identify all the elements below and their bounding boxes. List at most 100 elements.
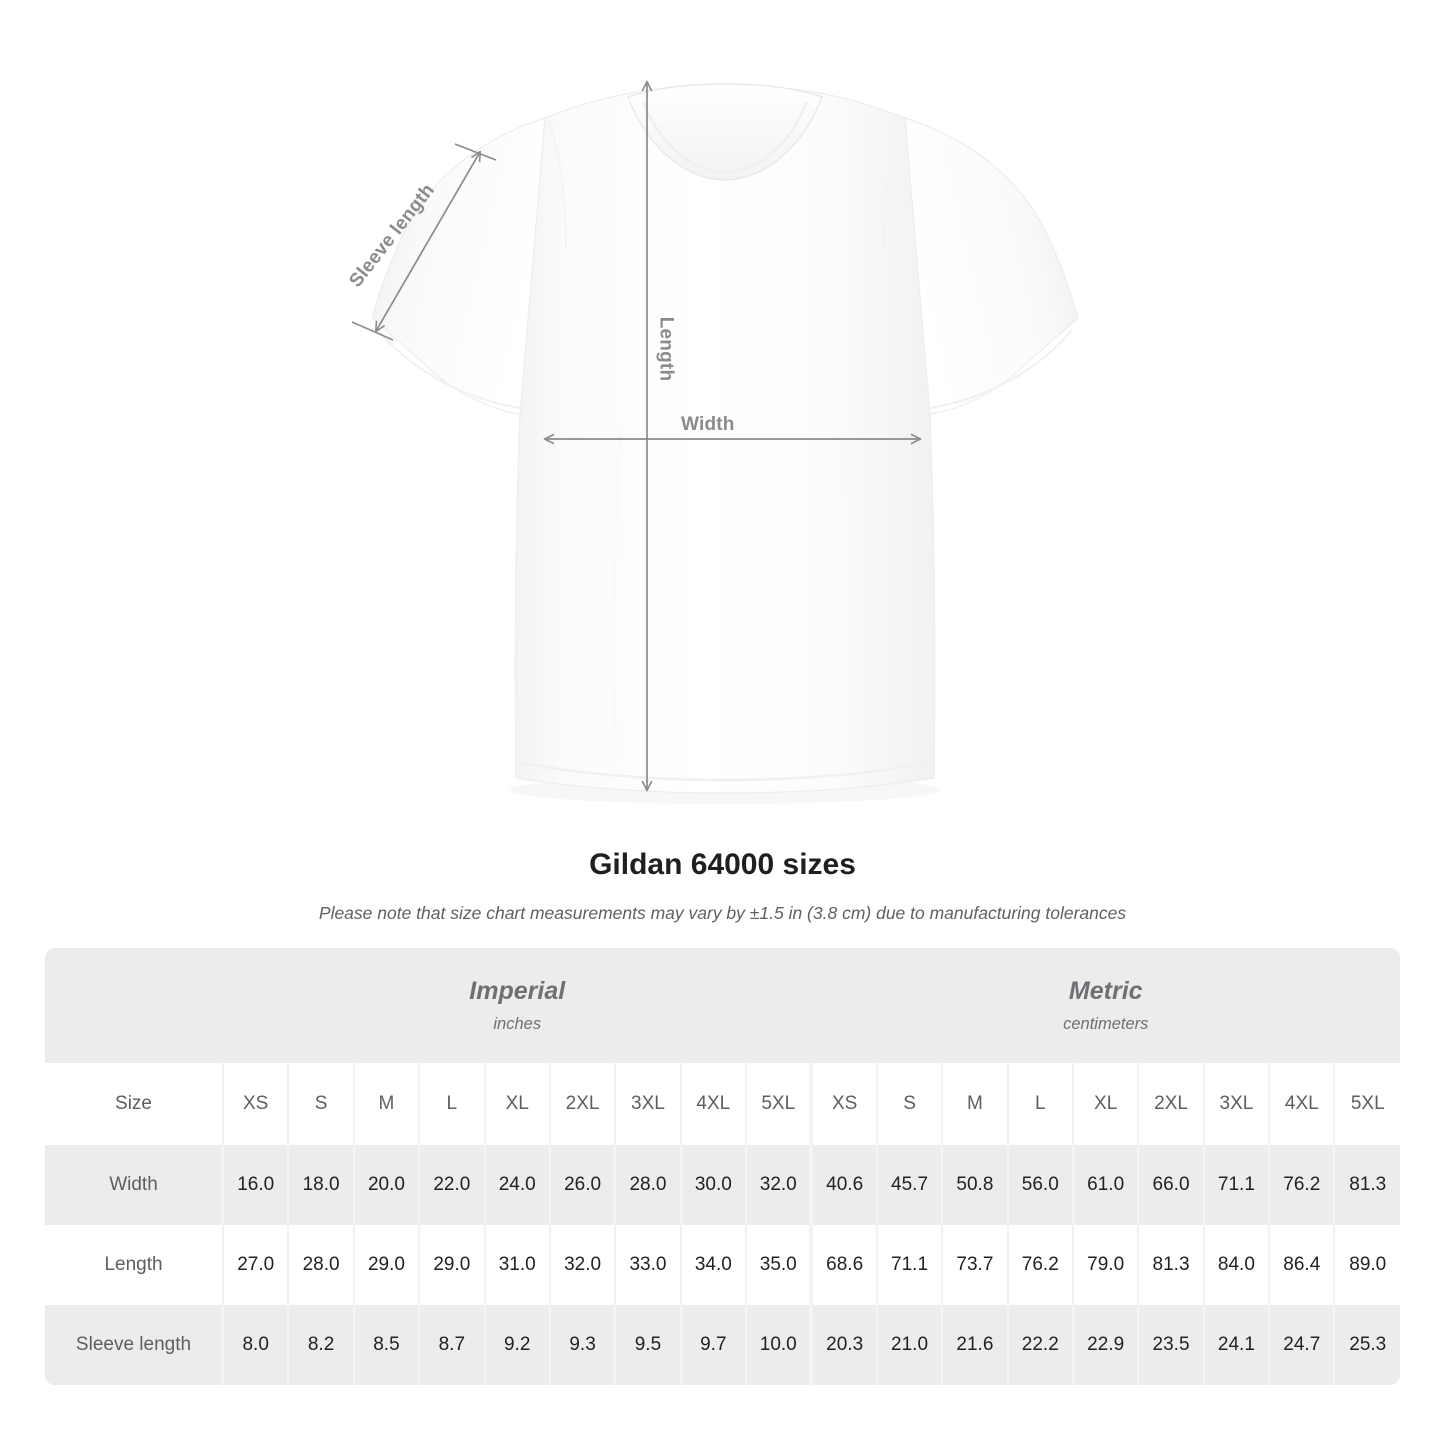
- unit-name: Metric: [1068, 977, 1143, 1005]
- row-label-sleeve-length: Sleeve length: [45, 1305, 223, 1385]
- cell-length-imperial-xl: 31.0: [483, 1225, 550, 1305]
- size-column-header-imperial-2xl: 2XL: [548, 1063, 616, 1145]
- size-column-header-metric-4xl: 4XL: [1268, 1063, 1335, 1145]
- size-column-header-imperial-3xl: 3XL: [614, 1063, 681, 1145]
- cell-length-imperial-4xl: 34.0: [679, 1225, 746, 1305]
- cell-length-metric-m: 73.7: [941, 1225, 1008, 1305]
- length-label: Length: [655, 316, 677, 382]
- size-column-header-imperial-4xl: 4XL: [679, 1063, 746, 1145]
- cell-width-metric-3xl: 71.1: [1202, 1145, 1270, 1225]
- cell-width-imperial-xl: 24.0: [483, 1145, 550, 1225]
- sleeve-tick-top: [454, 143, 497, 161]
- cell-length-metric-l: 76.2: [1006, 1225, 1073, 1305]
- cell-length-metric-2xl: 81.3: [1137, 1225, 1204, 1305]
- size-header-row: Size XS S M L XL 2XL 3XL 4XL 5XL XS S M L XL 2XL 3XL 4XL 5…: [45, 1063, 1400, 1145]
- unit-header-metric: Metric centimeters: [811, 948, 1400, 1063]
- cell-sleeve-length-imperial-xs: 8.0: [221, 1305, 289, 1385]
- cell-sleeve-length-metric-l: 22.2: [1006, 1305, 1073, 1385]
- cell-length-imperial-2xl: 32.0: [548, 1225, 616, 1305]
- cell-length-imperial-3xl: 33.0: [614, 1225, 681, 1305]
- unit-header-row: Imperial inches Metric centimeters: [45, 948, 1400, 1063]
- cell-length-imperial-s: 28.0: [287, 1225, 354, 1305]
- size-column-header-imperial-l: L: [418, 1063, 485, 1145]
- size-column-header-metric-m: M: [941, 1063, 1008, 1145]
- cell-sleeve-length-metric-s: 21.0: [875, 1305, 943, 1385]
- cell-sleeve-length-metric-5xl: 25.3: [1333, 1305, 1400, 1385]
- size-chart-table-wrapper: Imperial inches Metric centimeters Size XS S M L…: [45, 948, 1400, 1385]
- size-header-label: Size: [45, 1063, 223, 1145]
- cell-width-imperial-3xl: 28.0: [614, 1145, 681, 1225]
- size-chart-table: Imperial inches Metric centimeters Size XS S M L…: [45, 948, 1400, 1385]
- size-column-header-imperial-m: M: [352, 1063, 420, 1145]
- cell-width-metric-xs: 40.6: [809, 1145, 877, 1225]
- size-column-header-imperial-xl: XL: [483, 1063, 550, 1145]
- cell-width-imperial-4xl: 30.0: [679, 1145, 746, 1225]
- cell-sleeve-length-metric-m: 21.6: [941, 1305, 1008, 1385]
- row-label-width: Width: [45, 1145, 223, 1225]
- cell-width-imperial-s: 18.0: [287, 1145, 354, 1225]
- unit-subtitle: inches: [493, 1015, 542, 1033]
- size-column-header-metric-xs: XS: [809, 1063, 877, 1145]
- row-label-length: Length: [45, 1225, 223, 1305]
- unit-name: Imperial: [469, 977, 566, 1005]
- cell-length-metric-3xl: 84.0: [1202, 1225, 1270, 1305]
- table-row: Width 16.0 18.0 20.0 22.0 24.0 26.0 28.0 30.0 32.…: [45, 1145, 1400, 1225]
- size-column-header-metric-5xl: 5XL: [1333, 1063, 1400, 1145]
- unit-header-spacer: [45, 948, 223, 1063]
- size-column-header-metric-xl: XL: [1071, 1063, 1139, 1145]
- cell-sleeve-length-metric-xl: 22.9: [1071, 1305, 1139, 1385]
- cell-sleeve-length-metric-xs: 20.3: [809, 1305, 877, 1385]
- cell-width-metric-m: 50.8: [941, 1145, 1008, 1225]
- cell-sleeve-length-imperial-l: 8.7: [418, 1305, 485, 1385]
- unit-subtitle: centimeters: [1063, 1015, 1149, 1033]
- cell-sleeve-length-imperial-xl: 9.2: [483, 1305, 550, 1385]
- cell-sleeve-length-metric-4xl: 24.7: [1268, 1305, 1335, 1385]
- sleeve-tick-bottom: [351, 321, 394, 341]
- size-column-header-metric-3xl: 3XL: [1202, 1063, 1270, 1145]
- cell-width-imperial-m: 20.0: [352, 1145, 420, 1225]
- tshirt-illustration: [351, 0, 1079, 794]
- cell-length-imperial-5xl: 35.0: [744, 1225, 812, 1305]
- shirt-collar: [627, 83, 823, 181]
- cell-width-metric-s: 45.7: [875, 1145, 943, 1225]
- cell-width-metric-5xl: 81.3: [1333, 1145, 1400, 1225]
- cell-length-metric-s: 71.1: [875, 1225, 943, 1305]
- cell-length-imperial-m: 29.0: [352, 1225, 420, 1305]
- cell-width-imperial-l: 22.0: [418, 1145, 485, 1225]
- size-column-header-metric-s: S: [875, 1063, 943, 1145]
- table-row: Length 27.0 28.0 29.0 29.0 31.0 32.0 33.0 34.0 35…: [45, 1225, 1400, 1305]
- cell-width-imperial-2xl: 26.0: [548, 1145, 616, 1225]
- cell-sleeve-length-imperial-3xl: 9.5: [614, 1305, 681, 1385]
- size-column-header-imperial-5xl: 5XL: [744, 1063, 812, 1145]
- size-column-header-metric-2xl: 2XL: [1137, 1063, 1204, 1145]
- size-column-header-imperial-s: S: [287, 1063, 354, 1145]
- cell-length-imperial-l: 29.0: [418, 1225, 485, 1305]
- cell-length-metric-xl: 79.0: [1071, 1225, 1139, 1305]
- cell-length-imperial-xs: 27.0: [221, 1225, 289, 1305]
- right-sleeve: [904, 117, 1079, 415]
- unit-header-imperial: Imperial inches: [223, 948, 812, 1063]
- cell-length-metric-5xl: 89.0: [1333, 1225, 1400, 1305]
- cell-length-metric-xs: 68.6: [809, 1225, 877, 1305]
- cell-width-metric-xl: 61.0: [1071, 1145, 1139, 1225]
- cell-width-metric-4xl: 76.2: [1268, 1145, 1335, 1225]
- cell-width-metric-l: 56.0: [1006, 1145, 1073, 1225]
- cell-sleeve-length-imperial-4xl: 9.7: [679, 1305, 746, 1385]
- size-column-header-metric-l: L: [1006, 1063, 1073, 1145]
- title-block: Gildan 64000 sizes Please note that size…: [0, 845, 1445, 925]
- sleeve-length-arrow: [376, 152, 480, 331]
- tolerance-note: Please note that size chart measurements…: [318, 903, 1127, 923]
- left-sleeve: [371, 117, 546, 415]
- cell-width-imperial-xs: 16.0: [221, 1145, 289, 1225]
- cell-sleeve-length-imperial-5xl: 10.0: [744, 1305, 812, 1385]
- cell-length-metric-4xl: 86.4: [1268, 1225, 1335, 1305]
- table-row: Sleeve length 8.0 8.2 8.5 8.7 9.2 9.3 9.5 9.7 10.…: [45, 1305, 1400, 1385]
- cell-sleeve-length-imperial-2xl: 9.3: [548, 1305, 616, 1385]
- page-title: Gildan 64000 sizes: [589, 848, 856, 881]
- width-label: Width: [681, 414, 735, 435]
- cell-sleeve-length-metric-2xl: 23.5: [1137, 1305, 1204, 1385]
- cell-sleeve-length-metric-3xl: 24.1: [1202, 1305, 1270, 1385]
- cell-width-imperial-5xl: 32.0: [744, 1145, 812, 1225]
- cell-sleeve-length-imperial-m: 8.5: [352, 1305, 420, 1385]
- size-column-header-imperial-xs: XS: [221, 1063, 289, 1145]
